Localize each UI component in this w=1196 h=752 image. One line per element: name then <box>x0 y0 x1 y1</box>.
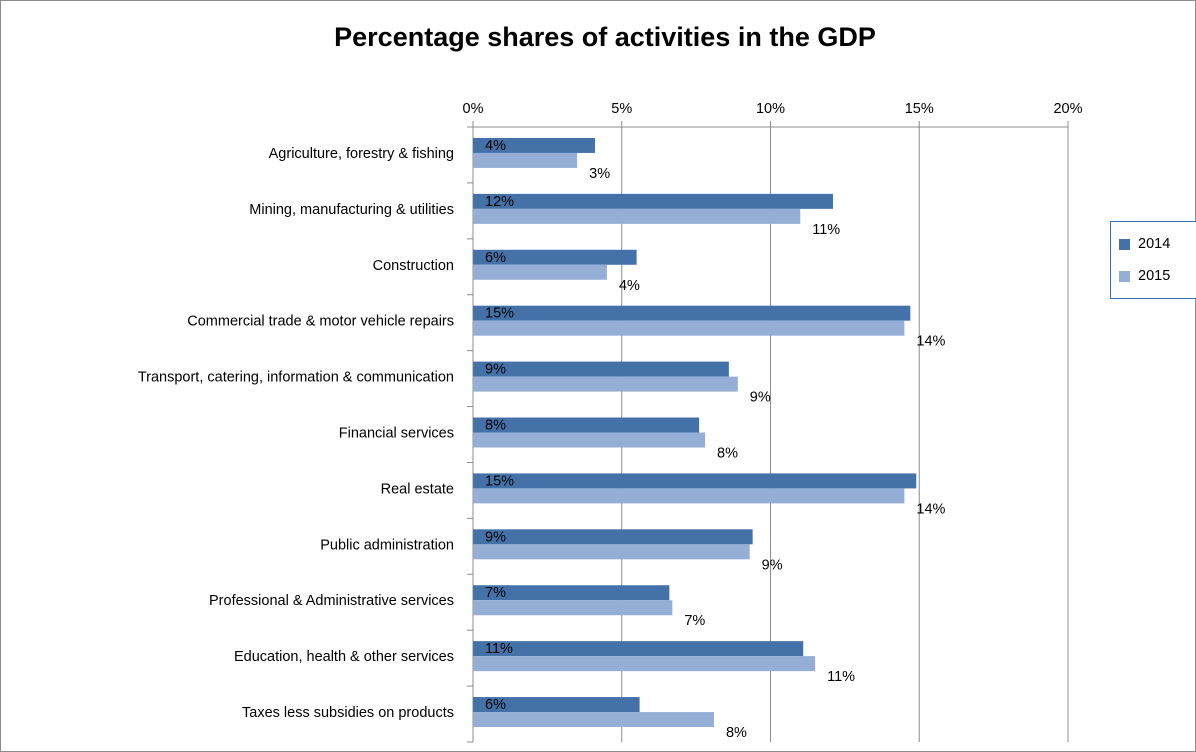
bar-2015 <box>473 432 706 448</box>
chart-title: Percentage shares of activities in the G… <box>334 22 876 52</box>
bar-2015 <box>473 544 750 560</box>
category-label: Public administration <box>320 537 454 553</box>
data-label-2014: 12% <box>485 194 514 210</box>
data-label-2015: 11% <box>812 222 840 238</box>
data-label-2015: 3% <box>589 166 610 182</box>
bar-2015 <box>473 600 673 616</box>
data-label-2014: 15% <box>485 473 514 489</box>
data-label-2015: 14% <box>916 501 945 517</box>
bar-2015 <box>473 320 905 336</box>
data-label-2014: 9% <box>485 529 506 545</box>
bar-2015 <box>473 488 905 504</box>
bar-2014 <box>473 697 640 713</box>
data-label-2015: 4% <box>619 278 640 294</box>
category-label: Taxes less subsidies on products <box>242 705 454 721</box>
data-label-2014: 9% <box>485 362 506 378</box>
data-label-2015: 9% <box>750 390 771 406</box>
data-label-2014: 8% <box>485 418 506 434</box>
data-label-2014: 4% <box>485 138 506 154</box>
legend-item-2014: 2014 <box>1119 236 1170 252</box>
category-label: Mining, manufacturing & utilities <box>249 202 454 218</box>
bar-2015 <box>473 152 578 168</box>
bar-2015 <box>473 208 801 224</box>
legend-swatch-2015 <box>1119 270 1130 282</box>
category-label: Professional & Administrative services <box>209 593 454 609</box>
category-label: Construction <box>373 258 454 274</box>
legend-swatch-2014 <box>1119 238 1130 250</box>
bar-2014 <box>473 137 595 153</box>
category-label: Financial services <box>339 426 454 442</box>
data-label-2014: 6% <box>485 697 506 713</box>
data-label-2015: 7% <box>684 613 705 629</box>
data-label-2014: 11% <box>485 641 513 657</box>
data-label-2014: 6% <box>485 250 506 266</box>
data-label-2015: 9% <box>762 557 783 573</box>
legend-item-2015: 2015 <box>1119 268 1170 284</box>
data-label-2015: 11% <box>827 669 855 685</box>
legend-label-2015: 2015 <box>1138 268 1171 284</box>
bar-2014 <box>473 417 700 433</box>
bar-2014 <box>473 193 833 209</box>
x-tick-label: 15% <box>905 101 934 117</box>
legend-label-2014: 2014 <box>1138 236 1171 252</box>
category-label: Education, health & other services <box>234 649 454 665</box>
category-label: Agriculture, forestry & fishing <box>269 146 454 162</box>
data-label-2014: 7% <box>485 585 506 601</box>
x-tick-label: 0% <box>463 101 484 117</box>
data-label-2015: 8% <box>726 725 747 741</box>
bar-2015 <box>473 376 738 392</box>
bar-2014 <box>473 585 670 601</box>
data-label-2015: 14% <box>916 334 945 350</box>
category-label: Real estate <box>381 481 454 497</box>
bar-2014 <box>473 305 911 321</box>
category-label: Transport, catering, information & commu… <box>138 370 454 386</box>
bar-2014 <box>473 361 729 377</box>
legend: 2014 2015 <box>1110 221 1196 299</box>
bar-2014 <box>473 249 637 265</box>
data-label-2014: 15% <box>485 306 514 322</box>
bar-2014 <box>473 473 917 489</box>
bar-2015 <box>473 712 714 728</box>
bar-2014 <box>473 641 804 657</box>
bar-2015 <box>473 656 816 672</box>
data-label-2015: 8% <box>717 446 738 462</box>
category-label: Commercial trade & motor vehicle repairs <box>187 314 454 330</box>
bar-2014 <box>473 529 753 545</box>
bar-2015 <box>473 264 607 280</box>
x-tick-label: 20% <box>1053 101 1082 117</box>
x-tick-label: 10% <box>756 101 785 117</box>
x-tick-label: 5% <box>611 101 632 117</box>
